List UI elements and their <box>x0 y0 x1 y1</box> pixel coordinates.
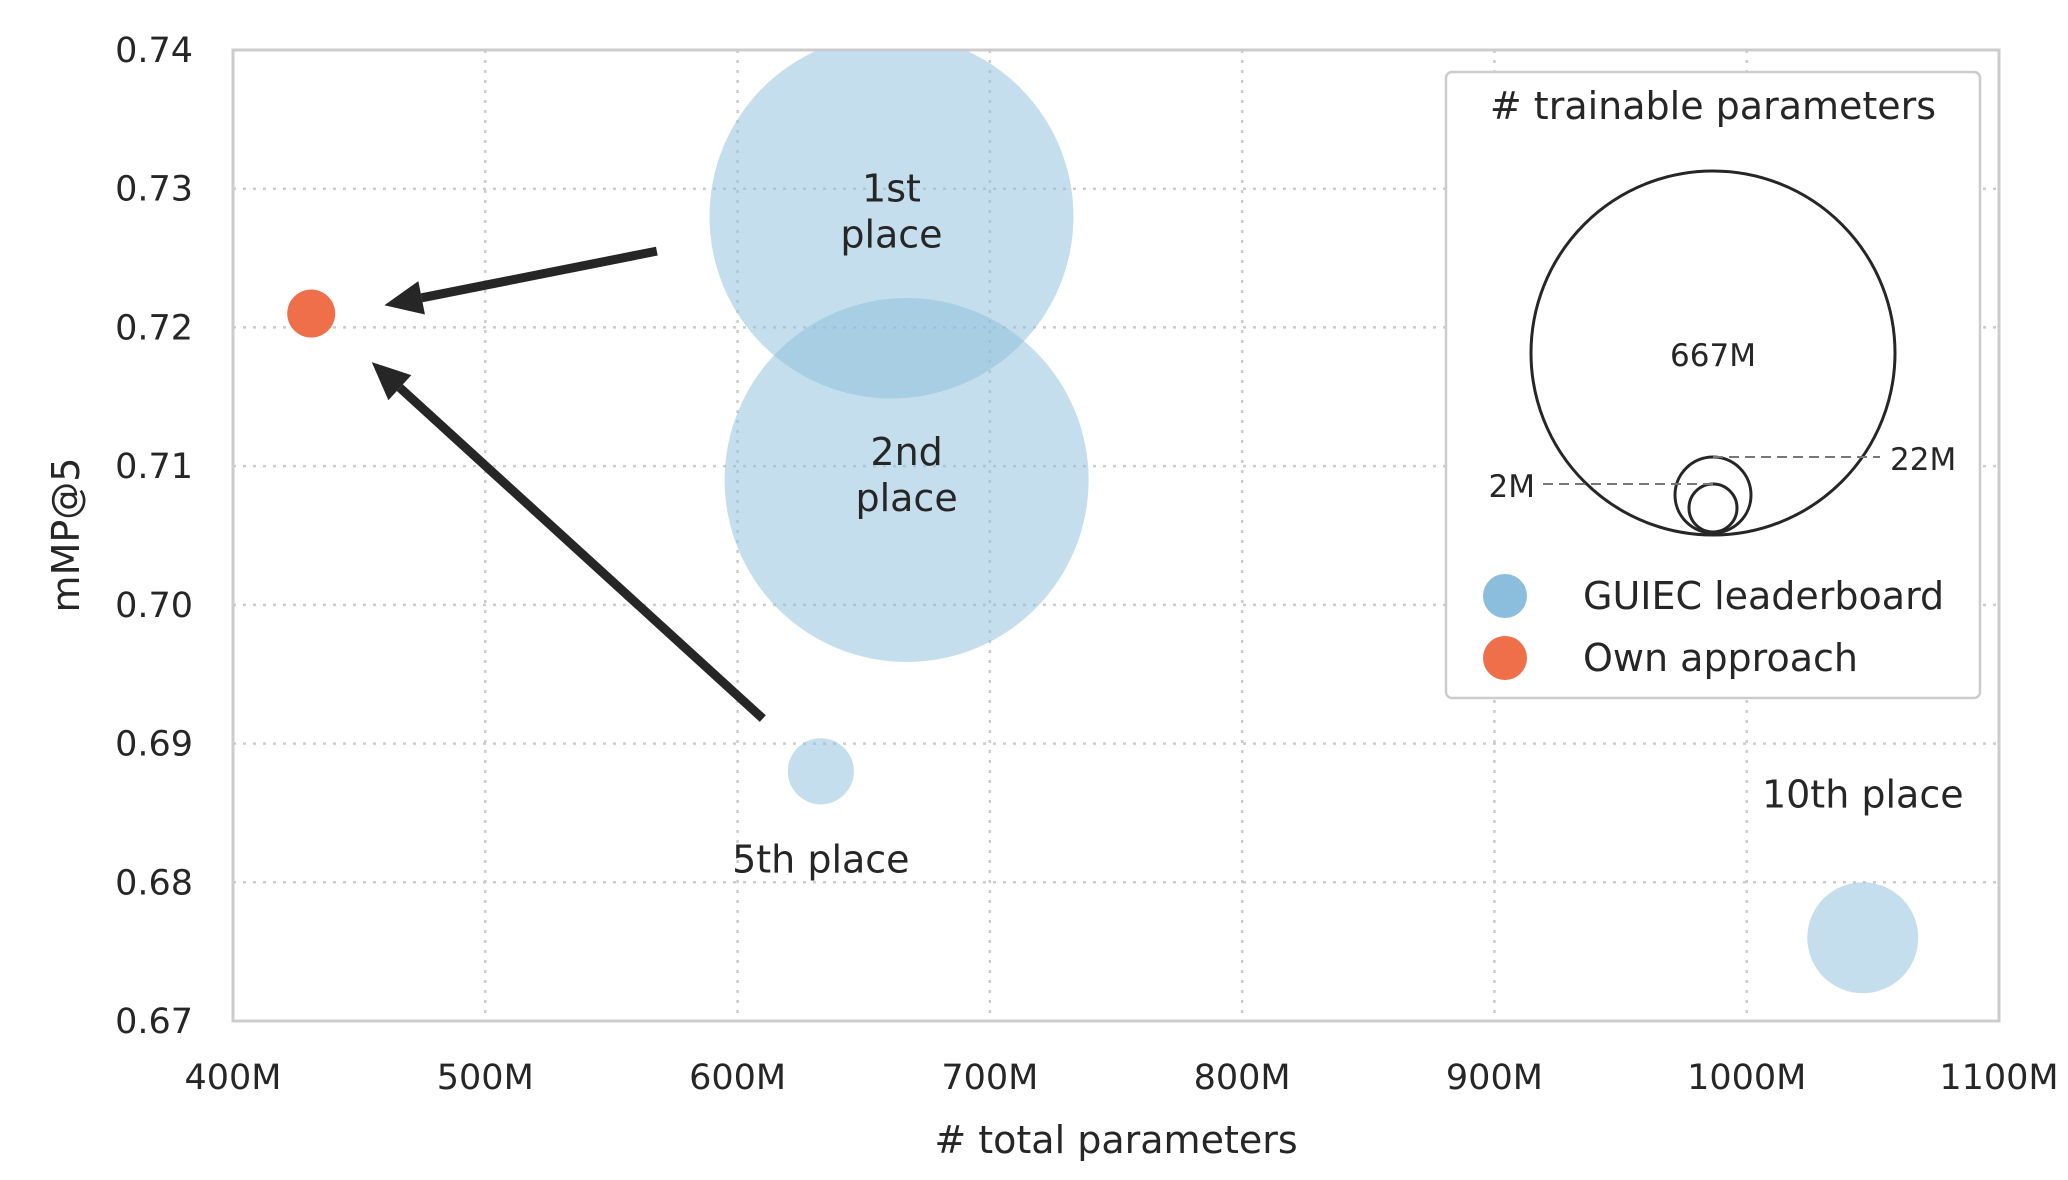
x-tick-label: 400M <box>184 1058 281 1098</box>
x-tick-label: 700M <box>941 1058 1038 1098</box>
point-label: 2nd <box>870 430 942 474</box>
y-tick-label: 0.69 <box>115 725 193 765</box>
bubbles-layer <box>287 50 1919 994</box>
legend-swatch-guiec <box>1483 574 1527 618</box>
size-legend-label-667m: 667M <box>1670 338 1756 374</box>
point-label: place <box>840 212 942 256</box>
x-tick-label: 1100M <box>1939 1058 2058 1098</box>
size-legend-label-22m: 22M <box>1890 442 1956 478</box>
point-label: 5th place <box>732 837 909 881</box>
x-tick-label: 1000M <box>1687 1058 1806 1098</box>
size-legend-label-2m: 2M <box>1489 469 1535 505</box>
y-tick-label: 0.70 <box>115 586 193 626</box>
legend-entry-own-approach: Own approach <box>1483 636 1858 680</box>
y-tick-label: 0.73 <box>115 170 193 210</box>
legend: # trainable parameters 667M 22M 2M GUIEC… <box>1444 70 1982 700</box>
bubble-5th-place <box>787 738 854 805</box>
arrows-layer <box>371 246 766 722</box>
x-tick-label: 600M <box>689 1058 786 1098</box>
bubble-10th-place <box>1807 882 1919 994</box>
x-axis-ticks: 400M 500M 600M 700M 800M 900M 1000M 1100M <box>184 1058 2058 1098</box>
arrow-head <box>384 281 425 315</box>
point-label: 10th place <box>1762 772 1964 816</box>
size-legend-circle-667m <box>1529 169 1897 537</box>
legend-entry-guiec: GUIEC leaderboard <box>1483 574 1944 618</box>
own-approach-point <box>287 289 336 338</box>
size-legend-667m: 667M <box>1529 169 1897 537</box>
y-tick-label: 0.67 <box>115 1002 193 1042</box>
arrow-shaft <box>420 246 658 303</box>
arrow-head <box>371 362 412 401</box>
x-tick-label: 500M <box>437 1058 534 1098</box>
bubble-1st-place <box>709 50 1074 399</box>
arrow-shaft <box>396 384 766 722</box>
x-tick-label: 900M <box>1446 1058 1543 1098</box>
point-label: place <box>855 476 957 520</box>
legend-swatch-own-approach <box>1483 636 1527 680</box>
legend-label-guiec: GUIEC leaderboard <box>1583 574 1944 618</box>
plot-frame <box>231 48 2001 1023</box>
y-tick-label: 0.68 <box>115 863 193 903</box>
y-axis-label: mMP@5 <box>44 458 88 613</box>
y-axis-ticks: 0.67 0.68 0.69 0.70 0.71 0.72 0.73 0.74 <box>115 31 193 1042</box>
size-legend-2m: 2M <box>1489 469 1739 534</box>
bubble-2nd-place <box>724 298 1089 663</box>
size-legend-22m: 22M <box>1673 442 1956 535</box>
legend-label-own-approach: Own approach <box>1583 636 1858 680</box>
x-axis-label: # total parameters <box>934 1118 1297 1162</box>
y-tick-label: 0.72 <box>115 308 193 348</box>
y-tick-label: 0.71 <box>115 447 193 487</box>
point-label: 1st <box>862 166 921 210</box>
y-tick-label: 0.74 <box>115 31 193 71</box>
x-tick-label: 800M <box>1194 1058 1291 1098</box>
legend-title: # trainable parameters <box>1490 84 1936 128</box>
